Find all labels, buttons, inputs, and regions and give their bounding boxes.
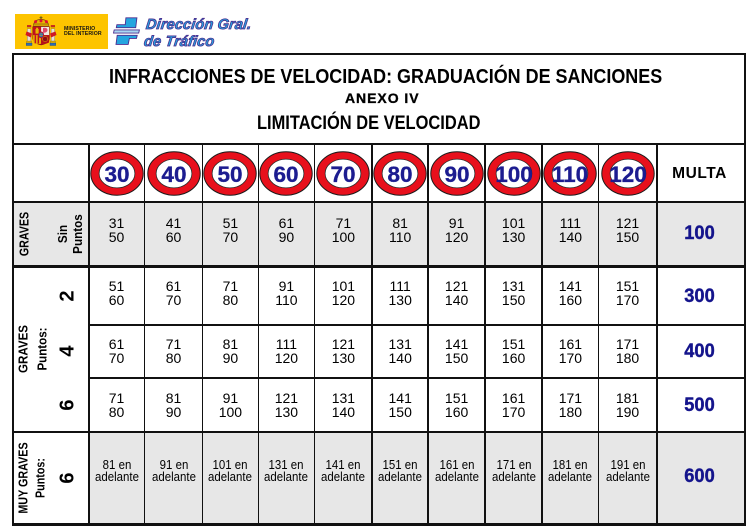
svg-text:70: 70 bbox=[331, 162, 356, 187]
svg-text:80: 80 bbox=[388, 162, 413, 187]
svg-text:120: 120 bbox=[609, 162, 647, 187]
svg-text:110: 110 bbox=[552, 162, 588, 187]
svg-text:90: 90 bbox=[444, 162, 469, 187]
svg-text:30: 30 bbox=[104, 162, 129, 187]
svg-text:60: 60 bbox=[274, 162, 299, 187]
svg-text:50: 50 bbox=[218, 162, 243, 187]
svg-text:100: 100 bbox=[495, 162, 533, 187]
svg-text:40: 40 bbox=[161, 162, 186, 187]
